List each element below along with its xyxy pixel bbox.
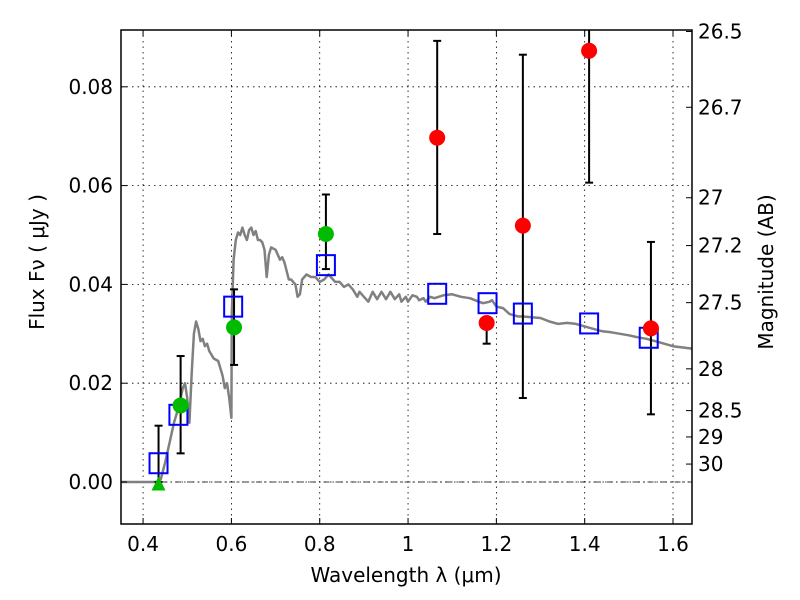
x-tick-label: 0.6 [215, 532, 247, 556]
detection-point [317, 226, 334, 243]
x-tick-label: 1.2 [480, 532, 512, 556]
y-axis-label: Flux Fν ( μJy ) [25, 194, 49, 330]
y2-tick-label: 26.5 [698, 19, 743, 43]
axes-frame [120, 29, 693, 525]
model-photometry-square [477, 292, 498, 315]
model-photometry-square [427, 282, 448, 305]
low-snr-point [514, 217, 531, 234]
model-photometry-square [148, 452, 169, 475]
model-photometry-square [579, 312, 600, 335]
x-tick-label: 0.4 [127, 532, 159, 556]
y2-tick-label: 29 [698, 425, 723, 449]
y-tick-label: 0.00 [68, 470, 113, 494]
x-tick-label: 1 [402, 532, 415, 556]
marker-group [148, 42, 659, 491]
detection-point [172, 397, 189, 414]
model-spectrum-line [121, 226, 693, 484]
low-snr-point [429, 129, 446, 146]
y-tick-label: 0.06 [68, 174, 113, 198]
y-tick-label: 0.02 [68, 371, 113, 395]
y-tick-label: 0.08 [68, 75, 113, 99]
y2-tick-label: 28.5 [698, 399, 743, 423]
y2-axis-label: Magnitude (AB) [754, 194, 778, 349]
x-tick-label: 0.8 [304, 532, 336, 556]
model-photometry-square [223, 295, 244, 318]
x-tick-label: 1.4 [569, 532, 601, 556]
spectrum-group [121, 226, 693, 484]
y-tick-label: 0.04 [68, 272, 113, 296]
y2-tick-label: 27.2 [698, 234, 743, 258]
y2-tick-label: 28 [698, 357, 723, 381]
x-tick-label: 1.6 [657, 532, 689, 556]
detection-point [226, 319, 243, 336]
y2-tick-label: 30 [698, 452, 723, 476]
low-snr-point [478, 314, 495, 331]
model-photometry-square [512, 302, 533, 325]
y2-tick-label: 27.5 [698, 291, 743, 315]
ticks-group: 0.4 0.6 0.8 1 1.2 1.4 1.6 0.00 0.02 0.04 0.06 0.08 2… [68, 19, 742, 556]
low-snr-point [581, 42, 598, 59]
y2-tick-label: 26.7 [698, 95, 743, 119]
y2-tick-label: 27 [698, 186, 723, 210]
x-axis-label: Wavelength λ (μm) [310, 563, 501, 587]
model-photometry-square [315, 254, 336, 277]
low-snr-point [642, 320, 659, 337]
upper-limit-triangle [151, 476, 166, 491]
